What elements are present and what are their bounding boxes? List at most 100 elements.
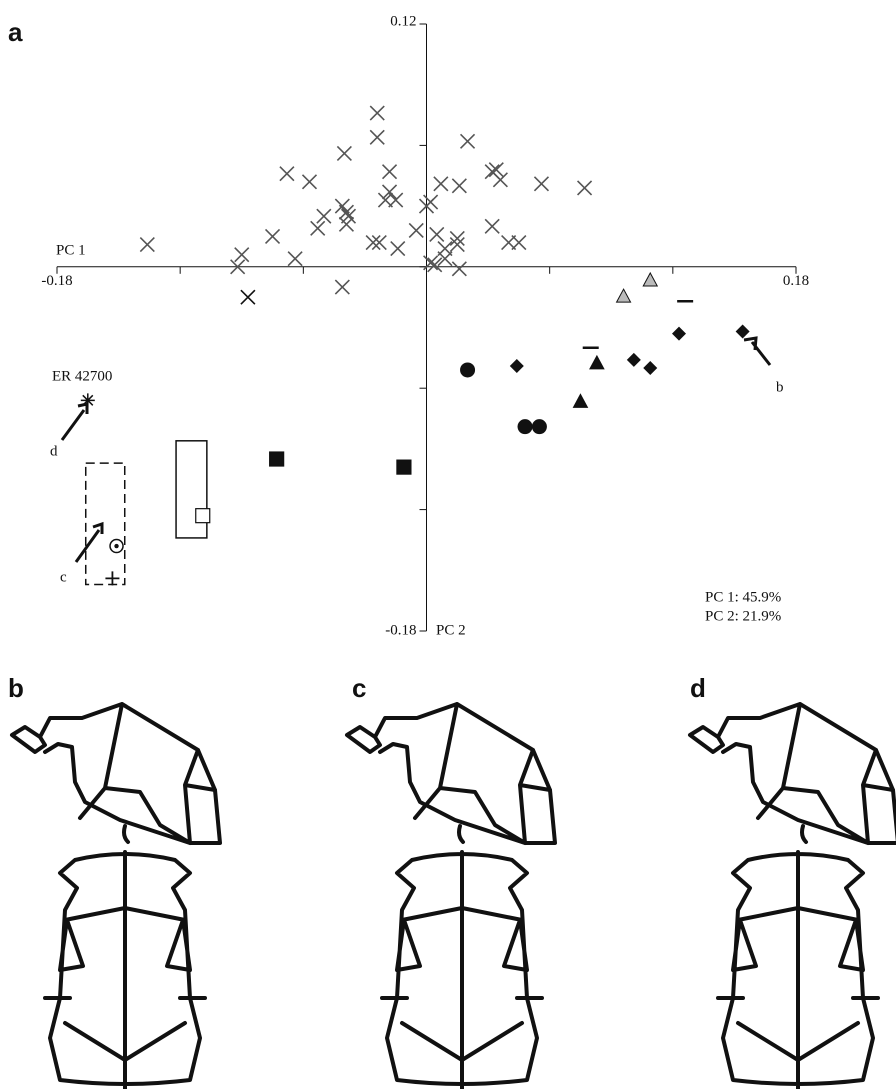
point — [81, 393, 95, 407]
point — [288, 252, 302, 266]
cross — [424, 195, 438, 209]
point — [383, 165, 397, 179]
point — [438, 242, 452, 256]
circle — [518, 419, 533, 434]
point — [391, 242, 405, 256]
cross — [512, 236, 526, 250]
skull-lateral — [12, 704, 220, 843]
point — [370, 106, 384, 120]
point — [140, 238, 154, 252]
skull-lateral — [347, 704, 555, 843]
point — [372, 236, 386, 250]
point — [573, 394, 587, 407]
cross — [409, 223, 423, 237]
dot — [114, 544, 118, 548]
arrow-label: d — [50, 443, 58, 459]
cross — [450, 238, 464, 252]
point — [590, 356, 604, 369]
cross — [485, 219, 499, 233]
point — [370, 130, 384, 144]
point — [532, 419, 547, 434]
point — [617, 289, 631, 302]
point — [643, 273, 657, 286]
cross — [534, 177, 548, 191]
point — [434, 177, 448, 191]
point — [578, 181, 592, 195]
variance-label: PC 1: 45.9% — [705, 589, 781, 605]
diamond — [627, 353, 641, 367]
arrows — [62, 338, 770, 562]
point — [485, 219, 499, 233]
cross — [383, 165, 397, 179]
cross — [302, 175, 316, 189]
point — [510, 359, 524, 373]
point — [397, 460, 411, 474]
point — [110, 540, 123, 553]
triangle — [643, 273, 657, 286]
square — [397, 460, 411, 474]
range-box — [86, 463, 125, 584]
asterisk — [81, 393, 95, 407]
point — [534, 177, 548, 191]
triangle — [617, 289, 631, 302]
cross — [372, 236, 386, 250]
arrow — [76, 524, 102, 562]
circle — [460, 362, 475, 377]
point — [241, 290, 255, 304]
cross — [280, 167, 294, 181]
cross — [578, 181, 592, 195]
point — [339, 205, 353, 219]
point — [409, 223, 423, 237]
skull-top — [718, 852, 878, 1089]
specimen-label: ER 42700 — [52, 368, 112, 384]
y-tick-label: 0.12 — [390, 13, 416, 29]
circle — [532, 419, 547, 434]
diamond — [643, 361, 657, 375]
cross — [424, 256, 438, 270]
point — [337, 146, 351, 160]
diamond — [510, 359, 524, 373]
cross — [370, 106, 384, 120]
cross — [430, 227, 444, 241]
cross — [335, 280, 349, 294]
point — [643, 361, 657, 375]
y-tick-label: -0.18 — [385, 622, 416, 638]
cross — [241, 290, 255, 304]
point — [366, 236, 380, 250]
point — [452, 262, 466, 276]
cross — [452, 179, 466, 193]
point — [335, 280, 349, 294]
cross — [366, 236, 380, 250]
variance-label: PC 2: 21.9% — [705, 608, 781, 624]
cross — [450, 231, 464, 245]
point — [627, 353, 641, 367]
cross — [266, 229, 280, 243]
point — [672, 327, 686, 341]
arrow-label: b — [776, 379, 784, 395]
panel-label: d — [690, 673, 706, 703]
arrow — [744, 338, 770, 365]
point — [430, 227, 444, 241]
point — [270, 452, 284, 466]
skull-top — [45, 852, 205, 1089]
cross — [337, 146, 351, 160]
cross — [461, 134, 475, 148]
square — [270, 452, 284, 466]
point — [389, 193, 403, 207]
diamond — [672, 327, 686, 341]
point — [460, 362, 475, 377]
point — [450, 231, 464, 245]
point — [266, 229, 280, 243]
point — [235, 248, 249, 262]
point — [424, 195, 438, 209]
y-axis-label: PC 2 — [436, 622, 466, 638]
cross — [235, 248, 249, 262]
cross — [434, 177, 448, 191]
cross — [389, 193, 403, 207]
point — [450, 238, 464, 252]
skull-top — [382, 852, 542, 1089]
point — [736, 325, 750, 339]
triangle — [590, 356, 604, 369]
point — [461, 134, 475, 148]
x-tick-label: -0.18 — [41, 273, 72, 289]
